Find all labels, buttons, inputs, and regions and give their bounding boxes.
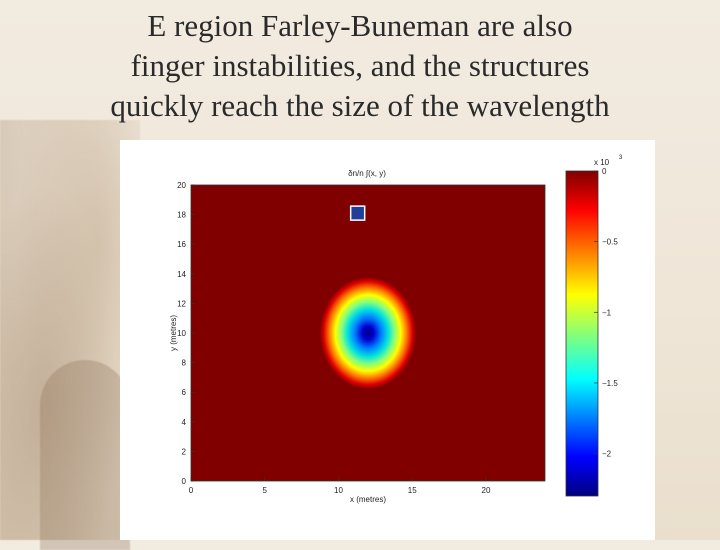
colorbar-tick-label: −2 (602, 450, 612, 459)
x-tick-label: 5 (263, 486, 268, 495)
colorbar-exponent-label: x 10 (594, 158, 610, 167)
x-axis-ticks: 0 5 10 15 20 (189, 477, 491, 495)
colorbar-exponent: 3 (619, 155, 623, 161)
title-line-3: quickly reach the size of the wavelength (110, 88, 610, 123)
y-tick-label: 14 (177, 270, 186, 279)
colorbar-exponent-base: x 10 (594, 158, 610, 167)
x-tick-label: 0 (189, 486, 194, 495)
colorbar-tick-label: −0.5 (602, 238, 618, 247)
colorbar (565, 170, 599, 497)
y-tick-label: 16 (177, 240, 186, 249)
y-tick-label: 8 (182, 359, 187, 368)
chart-title: δn/n ∫(x, y) (348, 169, 386, 178)
x-tick-label: 10 (334, 486, 343, 495)
title-line-2: finger instabilities, and the structures (130, 48, 590, 83)
heatmap-figure: δn/n ∫(x, y) 0 5 10 15 20 0 2 4 6 8 10 12 14 16 18 20 … (120, 140, 655, 540)
y-tick-label: 2 (182, 447, 187, 456)
density-depletion-structure (320, 277, 416, 389)
title-line-1: E region Farley-Buneman are also (147, 8, 573, 43)
colorbar-ticks: 0 −0.5 −1 −1.5 −2 (594, 167, 618, 459)
y-axis-label: y (metres) (169, 315, 178, 351)
y-tick-label: 4 (182, 418, 187, 427)
y-tick-label: 20 (177, 181, 186, 190)
colorbar-tick-label: 0 (602, 167, 607, 176)
heatmap-svg: δn/n ∫(x, y) 0 5 10 15 20 02468101214161820 … (169, 155, 623, 504)
x-tick-label: 15 (408, 486, 417, 495)
y-tick-label: 18 (177, 211, 186, 220)
marker-square (349, 205, 366, 221)
y-tick-label: 10 (177, 329, 186, 338)
y-axis-ticks: 0 2 4 6 8 10 12 14 16 18 20 (177, 181, 195, 486)
y-tick-label: 12 (177, 299, 186, 308)
slide-title: E region Farley-Buneman are also finger … (0, 6, 720, 126)
background-arch-image (0, 120, 140, 550)
colorbar-tick-label: −1 (602, 308, 612, 317)
colorbar-tick-label: −1.5 (602, 379, 618, 388)
x-axis-label: x (metres) (350, 495, 386, 504)
y-tick-label: 0 (182, 477, 187, 486)
y-tick-label: 6 (182, 388, 187, 397)
x-tick-label: 20 (482, 486, 491, 495)
